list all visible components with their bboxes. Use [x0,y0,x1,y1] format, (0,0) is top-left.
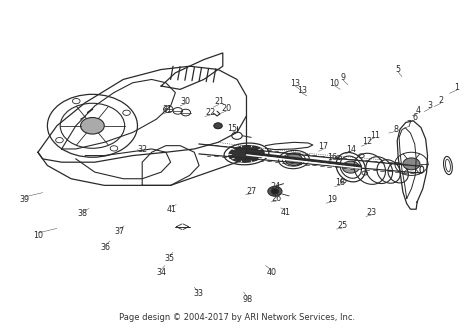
Text: 17: 17 [318,142,328,152]
Text: 15: 15 [227,124,237,133]
Text: 23: 23 [366,208,377,217]
Ellipse shape [214,123,222,129]
Text: 25: 25 [337,221,347,230]
Text: Page design © 2004-2017 by ARI Network Services, Inc.: Page design © 2004-2017 by ARI Network S… [119,312,355,322]
Text: 98: 98 [242,295,253,304]
Circle shape [403,158,420,170]
Circle shape [285,154,302,166]
Text: 31: 31 [163,105,173,115]
Text: 3: 3 [428,101,433,111]
Text: 20: 20 [221,104,232,113]
Text: 22: 22 [205,108,216,117]
Circle shape [214,123,222,128]
Text: 14: 14 [346,145,356,154]
Text: 7: 7 [406,119,411,129]
Text: 8: 8 [393,124,398,134]
Text: 16: 16 [327,153,337,162]
Text: 30: 30 [181,97,191,106]
Text: 32: 32 [137,145,147,154]
Text: 12: 12 [362,137,372,146]
Text: 26: 26 [272,194,282,203]
Text: 21: 21 [214,97,224,107]
Text: 38: 38 [77,209,88,218]
Ellipse shape [229,146,264,162]
Text: 34: 34 [156,267,166,277]
Text: 41: 41 [280,208,291,217]
Text: 18: 18 [335,178,346,187]
Text: 19: 19 [327,195,337,204]
Text: 40: 40 [266,267,276,277]
Text: 39: 39 [19,195,30,204]
Circle shape [271,189,279,194]
Circle shape [81,118,104,134]
Circle shape [342,161,359,173]
Text: 27: 27 [246,187,256,196]
Text: 2: 2 [438,96,443,106]
Text: 5: 5 [396,65,401,74]
Text: 1: 1 [455,83,459,92]
Text: 41: 41 [166,205,177,214]
Text: 33: 33 [193,289,203,299]
Text: 6: 6 [413,113,418,122]
Text: 9: 9 [341,73,346,82]
Text: 13: 13 [290,79,300,88]
Text: 37: 37 [114,227,125,236]
Text: 35: 35 [164,254,175,263]
Text: 10: 10 [329,79,340,88]
Text: 24: 24 [271,181,281,191]
Circle shape [268,186,282,196]
Text: 10: 10 [33,230,43,240]
Text: 36: 36 [100,243,110,252]
Text: 11: 11 [370,130,381,140]
Text: 4: 4 [416,106,420,116]
Text: 13: 13 [297,86,307,95]
